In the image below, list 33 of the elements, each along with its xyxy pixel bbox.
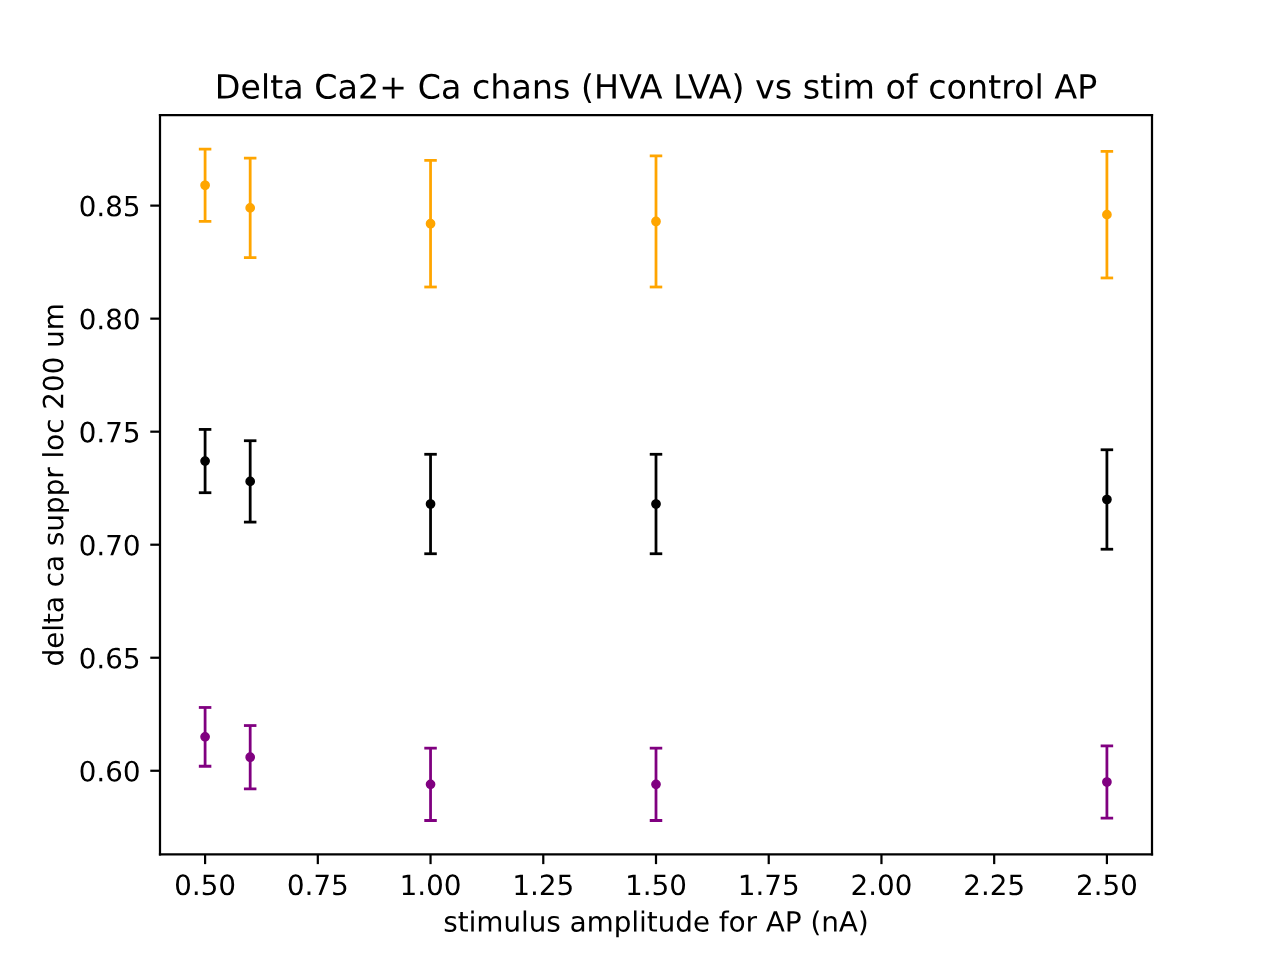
x-tick-label: 2.25: [965, 874, 1023, 896]
point: [425, 499, 436, 509]
y-tick-label: 0.80: [80, 308, 139, 330]
x-tick-label: 0.50: [176, 874, 235, 896]
x-tick-label: 1.25: [515, 874, 572, 896]
x-axis-title: stimulus amplitude for AP (nA): [444, 910, 867, 938]
point: [651, 779, 661, 790]
y-tick-label: 0.70: [80, 534, 139, 556]
x-tick-label: 1.00: [402, 874, 460, 896]
point: [245, 752, 256, 763]
y-tick-label: 0.75: [80, 421, 139, 443]
point: [200, 180, 210, 191]
point: [651, 216, 661, 227]
point: [1102, 209, 1112, 220]
chart-title: Delta Ca2+ Ca chans (HVA LVA) vs stim of control AP: [218, 73, 1097, 103]
point: [651, 499, 661, 509]
x-tick-label: 2.50: [1078, 874, 1136, 896]
point: [1102, 494, 1112, 505]
point: [425, 218, 436, 229]
x-tick-label: 0.75: [288, 874, 347, 896]
point: [200, 456, 210, 466]
y-axis-title: delta ca suppr loc 200 um: [42, 305, 69, 665]
x-tick-label: 1.75: [740, 874, 798, 896]
x-tick-label: 1.50: [628, 874, 686, 896]
point: [200, 731, 210, 742]
point: [245, 476, 256, 487]
point: [1102, 777, 1112, 787]
point: [425, 779, 436, 790]
y-tick-label: 0.60: [80, 760, 139, 782]
y-tick-label: 0.65: [80, 647, 139, 669]
x-tick-label: 2.00: [852, 874, 911, 896]
y-tick-label: 0.85: [80, 195, 139, 217]
point: [245, 203, 256, 213]
